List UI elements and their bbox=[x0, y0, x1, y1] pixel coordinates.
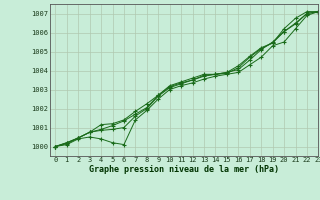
X-axis label: Graphe pression niveau de la mer (hPa): Graphe pression niveau de la mer (hPa) bbox=[89, 165, 279, 174]
